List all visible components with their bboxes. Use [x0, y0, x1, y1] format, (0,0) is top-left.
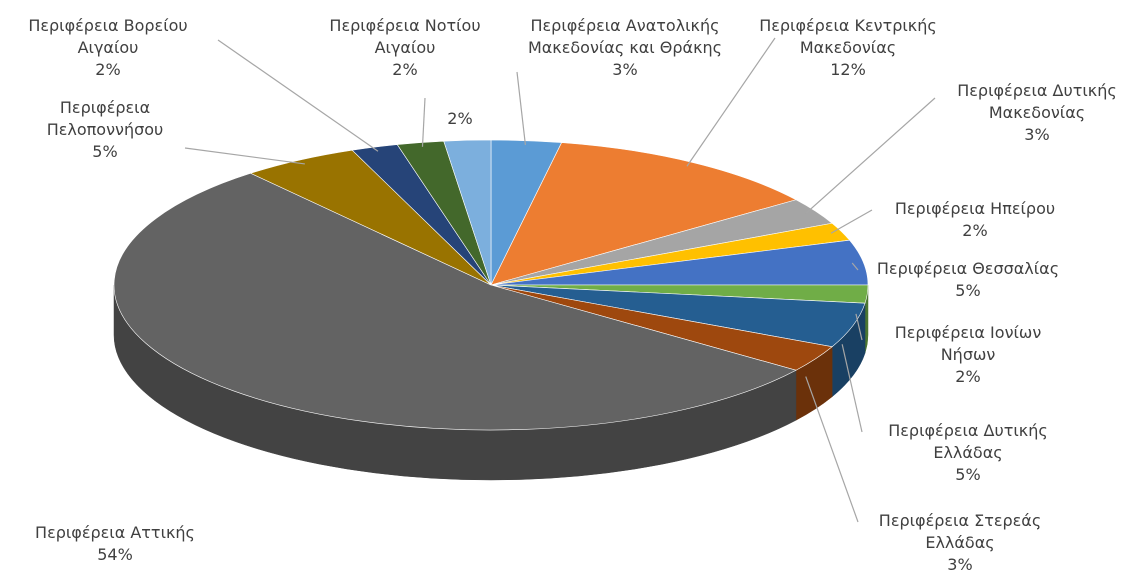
data-label: Περιφέρεια Νοτίου Αιγαίου 2% [305, 15, 505, 81]
slice [443, 139, 492, 286]
value-label: 2% [962, 221, 988, 240]
value-label: 2% [447, 109, 473, 128]
category-label: Περιφέρεια Νοτίου Αιγαίου [329, 16, 481, 57]
data-label: 2% [430, 108, 490, 130]
leader-line [830, 209, 873, 234]
value-label: 3% [612, 60, 638, 79]
category-label: Περιφέρεια Κεντρικής Μακεδονίας [759, 16, 937, 57]
category-label: Περιφέρεια Ανατολικής Μακεδονίας και Θρά… [527, 16, 723, 57]
leader-line [217, 39, 379, 152]
value-label: 12% [830, 60, 866, 79]
data-label: Περιφέρεια Κεντρικής Μακεδονίας 12% [748, 15, 948, 81]
leader-line [851, 262, 859, 271]
category-label: Περιφέρεια Θεσσαλίας [876, 259, 1060, 278]
value-label: 3% [947, 555, 973, 574]
category-label: Περιφέρεια Ιονίων Νήσων [894, 323, 1042, 364]
category-label: Περιφέρεια Δυτικής Ελλάδας [888, 421, 1048, 462]
value-label: 5% [92, 142, 118, 161]
leader-line [184, 147, 305, 165]
value-label: 2% [95, 60, 121, 79]
value-label: 3% [1024, 125, 1050, 144]
leader-line [805, 376, 859, 523]
data-label: Περιφέρεια Αττικής 54% [5, 522, 225, 566]
data-label: Περιφέρεια Πελοποννήσου 5% [15, 97, 195, 163]
data-label: Περιφέρεια Ιονίων Νήσων 2% [868, 322, 1068, 388]
category-label: Περιφέρεια Πελοποννήσου [46, 98, 164, 139]
value-label: 54% [97, 545, 133, 564]
leader-line [855, 313, 863, 341]
category-label: Περιφέρεια Δυτικής Μακεδονίας [957, 81, 1117, 122]
leader-line [805, 97, 936, 214]
value-label: 5% [955, 281, 981, 300]
slice [113, 172, 797, 431]
data-label: Περιφέρεια Βορείου Αιγαίου 2% [8, 15, 208, 81]
category-label: Περιφέρεια Βορείου Αιγαίου [28, 16, 188, 57]
leader-line [841, 344, 863, 433]
value-label: 5% [955, 465, 981, 484]
leader-line [686, 37, 776, 167]
category-label: Περιφέρεια Στερεάς Ελλάδας [878, 511, 1042, 552]
value-label: 2% [392, 60, 418, 79]
data-label: Περιφέρεια Δυτικής Ελλάδας 5% [868, 420, 1068, 486]
data-label: Περιφέρεια Δυτικής Μακεδονίας 3% [937, 80, 1137, 146]
category-label: Περιφέρεια Ηπείρου [894, 199, 1056, 218]
category-label: Περιφέρεια Αττικής [35, 523, 195, 542]
data-label: Περιφέρεια Θεσσαλίας 5% [858, 258, 1078, 302]
data-label: Περιφέρεια Ηπείρου 2% [870, 198, 1080, 242]
leader-line [516, 71, 527, 146]
value-label: 2% [955, 367, 981, 386]
data-label: Περιφέρεια Στερεάς Ελλάδας 3% [860, 510, 1060, 576]
leader-line [421, 97, 426, 147]
data-label: Περιφέρεια Ανατολικής Μακεδονίας και Θρά… [500, 15, 750, 81]
slice [490, 142, 797, 286]
